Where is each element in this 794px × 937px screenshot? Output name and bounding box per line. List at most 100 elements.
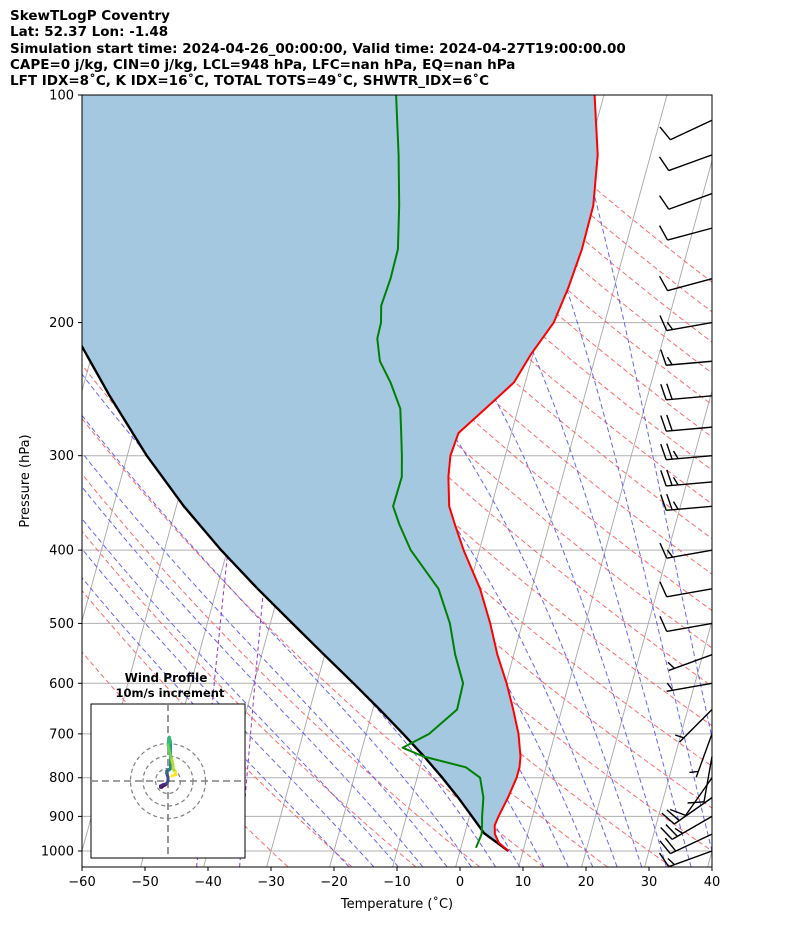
wind-barb-feather bbox=[666, 493, 673, 511]
wind-barb-feather bbox=[667, 661, 675, 669]
wind-barb-feather bbox=[675, 734, 684, 739]
wind-barb bbox=[658, 275, 713, 292]
x-tick-label: 10 bbox=[515, 875, 532, 890]
wind-barb-feather bbox=[659, 616, 668, 632]
wind-barb-feather bbox=[666, 383, 673, 400]
y-tick-label: 200 bbox=[49, 316, 74, 331]
wind-barb-staff bbox=[671, 815, 713, 840]
x-tick-label: −40 bbox=[194, 875, 221, 890]
y-tick-label: 500 bbox=[49, 617, 74, 632]
y-tick-label: 800 bbox=[49, 771, 74, 786]
wind-barb-staff bbox=[673, 797, 713, 825]
wind-barb-feather bbox=[669, 808, 686, 817]
wind-barb-staff bbox=[666, 481, 713, 487]
header-line-cape: CAPE=0 j/kg, CIN=0 j/kg, LCL=948 hPa, LF… bbox=[10, 56, 516, 73]
sounding-series bbox=[82, 95, 599, 852]
x-tick-label: −30 bbox=[257, 875, 284, 890]
wind-barb-feather bbox=[658, 852, 670, 868]
wind-barb-staff bbox=[666, 395, 713, 401]
y-tick-label: 1000 bbox=[41, 844, 74, 859]
cape-fill-region bbox=[82, 95, 598, 851]
wind-barb-feather bbox=[666, 414, 673, 431]
hodograph-inset: Wind Profile 10m/s increment bbox=[90, 671, 246, 859]
wind-barb bbox=[660, 414, 713, 432]
x-axis-ticks: −60 −50 −40 −30 −20 −10 0 10 20 30 40 bbox=[68, 867, 720, 890]
parcel-profile-line bbox=[82, 344, 510, 852]
wind-barb-staff bbox=[678, 709, 713, 743]
y-tick-label: 600 bbox=[49, 677, 74, 692]
wind-barb-staff bbox=[666, 622, 713, 633]
wind-barb-feather bbox=[672, 476, 679, 486]
wind-barb-staff bbox=[667, 227, 713, 241]
dewpoint-line bbox=[376, 95, 485, 849]
wind-barb bbox=[689, 733, 713, 778]
wind-barb-staff bbox=[666, 505, 713, 512]
wind-barb-staff bbox=[695, 733, 713, 778]
wind-barb bbox=[659, 581, 713, 598]
moist-adiabat bbox=[82, 548, 375, 867]
wind-barb-feather bbox=[666, 549, 674, 558]
wind-barb bbox=[660, 349, 713, 366]
wind-barb-feather bbox=[658, 156, 670, 171]
x-axis-label: Temperature (˚C) bbox=[340, 896, 453, 912]
wind-barb-staff bbox=[703, 756, 713, 802]
wind-barb bbox=[660, 443, 713, 461]
isotherm-line bbox=[644, 619, 712, 867]
dry-adiabat bbox=[228, 95, 712, 540]
wind-barb-feather bbox=[660, 827, 673, 840]
wind-barb-feather bbox=[666, 469, 673, 486]
header-line-location: Lat: 52.37 Lon: -1.48 bbox=[10, 24, 169, 41]
wind-barb-staff bbox=[666, 321, 713, 332]
wind-barb bbox=[675, 709, 713, 743]
wind-barb-feather bbox=[660, 443, 667, 460]
moist-adiabat bbox=[82, 577, 350, 867]
wind-barb bbox=[687, 756, 713, 804]
wind-barb bbox=[659, 833, 713, 855]
wind-barb-staff bbox=[670, 833, 713, 855]
y-axis-label: Pressure (hPa) bbox=[18, 434, 33, 527]
wind-barb-feather bbox=[666, 682, 674, 691]
wind-barb-staff bbox=[668, 654, 713, 672]
wind-barb-feather bbox=[665, 824, 678, 837]
wind-barb bbox=[658, 225, 713, 241]
wind-barb-staff bbox=[667, 278, 713, 292]
moist-adiabat bbox=[487, 95, 712, 854]
hodograph-segment bbox=[170, 773, 177, 778]
wind-barb-feather bbox=[661, 812, 675, 825]
chart-header: SkewTLogP Coventry Lat: 52.37 Lon: -1.48… bbox=[10, 8, 626, 89]
x-tick-label: −10 bbox=[383, 875, 410, 890]
x-tick-label: 0 bbox=[456, 875, 464, 890]
x-tick-label: −20 bbox=[320, 875, 347, 890]
hodograph-subtitle: 10m/s increment bbox=[116, 686, 225, 700]
header-line-station: SkewTLogP Coventry bbox=[10, 8, 170, 24]
y-axis-ticks: 100 200 300 400 500 600 700 800 900 1000 bbox=[41, 89, 82, 859]
wind-barb-feather bbox=[658, 275, 669, 291]
wind-barbs bbox=[658, 119, 713, 868]
wind-barb-feather bbox=[658, 195, 670, 210]
wind-barb-feather bbox=[666, 809, 680, 822]
wind-barb-feather bbox=[660, 494, 667, 511]
temperature-line bbox=[447, 95, 599, 852]
wind-barb-staff bbox=[668, 850, 713, 868]
wind-barb-feather bbox=[659, 126, 671, 141]
wind-barb-staff bbox=[666, 682, 713, 692]
x-tick-label: 40 bbox=[704, 875, 721, 890]
hodograph-plot bbox=[91, 704, 245, 858]
dry-adiabat bbox=[82, 530, 417, 867]
wind-barb bbox=[659, 119, 713, 141]
wind-barb-staff bbox=[668, 192, 713, 210]
y-tick-label: 700 bbox=[49, 727, 74, 742]
moist-adiabat bbox=[566, 95, 712, 740]
wind-barb-staff bbox=[668, 154, 713, 172]
wind-barb bbox=[659, 616, 713, 633]
wind-barb-feather bbox=[687, 801, 705, 804]
wind-barb bbox=[661, 797, 713, 825]
wind-barb-feather bbox=[659, 840, 671, 855]
wind-barb bbox=[660, 493, 713, 512]
y-tick-label: 100 bbox=[49, 89, 74, 104]
y-tick-label: 400 bbox=[49, 544, 74, 559]
wind-barb-feather bbox=[667, 858, 675, 866]
wind-barb-feather bbox=[689, 770, 699, 774]
y-tick-label: 300 bbox=[49, 449, 74, 464]
